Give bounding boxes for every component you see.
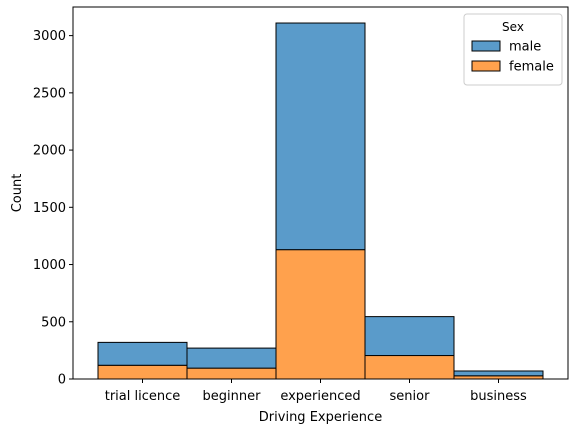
bar-female-experienced: [275, 249, 366, 380]
y-tick-label: 2500: [33, 86, 66, 101]
y-tick-label: 3000: [33, 29, 66, 44]
bars-layer: [97, 22, 544, 380]
y-axis-label: Count: [10, 174, 25, 213]
legend-label-female: female: [509, 60, 554, 75]
legend-swatch-male: [471, 40, 501, 52]
y-tick-label: 1500: [33, 201, 66, 216]
y-axis-ticks: 0 500 1000 1500 2000 2500 3000: [33, 29, 73, 388]
y-tick-label: 2000: [33, 144, 66, 159]
legend-items: male female: [471, 40, 554, 75]
y-tick-label: 1000: [33, 258, 66, 273]
legend-title: Sex: [502, 20, 524, 34]
legend-label-male: male: [509, 40, 541, 55]
x-tick-label: trial licence: [105, 389, 181, 404]
bar-male-beginner: [186, 347, 277, 369]
bar-male-trial-licence: [97, 341, 188, 366]
x-tick-label: business: [470, 389, 527, 404]
x-tick-label: beginner: [203, 389, 262, 404]
bar-male-senior: [364, 316, 455, 357]
x-tick-label: experienced: [280, 389, 360, 404]
x-tick-label: senior: [390, 389, 431, 404]
bar-male-business: [453, 370, 544, 377]
x-axis-label: Driving Experience: [259, 410, 382, 425]
legend: Sex male female: [463, 13, 563, 86]
bar-male-experienced: [275, 22, 366, 251]
bar-female-beginner: [186, 367, 277, 380]
y-tick-label: 500: [41, 315, 66, 330]
y-tick-label: 0: [58, 373, 66, 388]
bar-female-senior: [364, 355, 455, 380]
x-axis-ticks: trial licence beginner experienced senior bu…: [105, 379, 527, 404]
bar-female-trial-licence: [97, 364, 188, 380]
legend-swatch-female: [471, 60, 501, 72]
